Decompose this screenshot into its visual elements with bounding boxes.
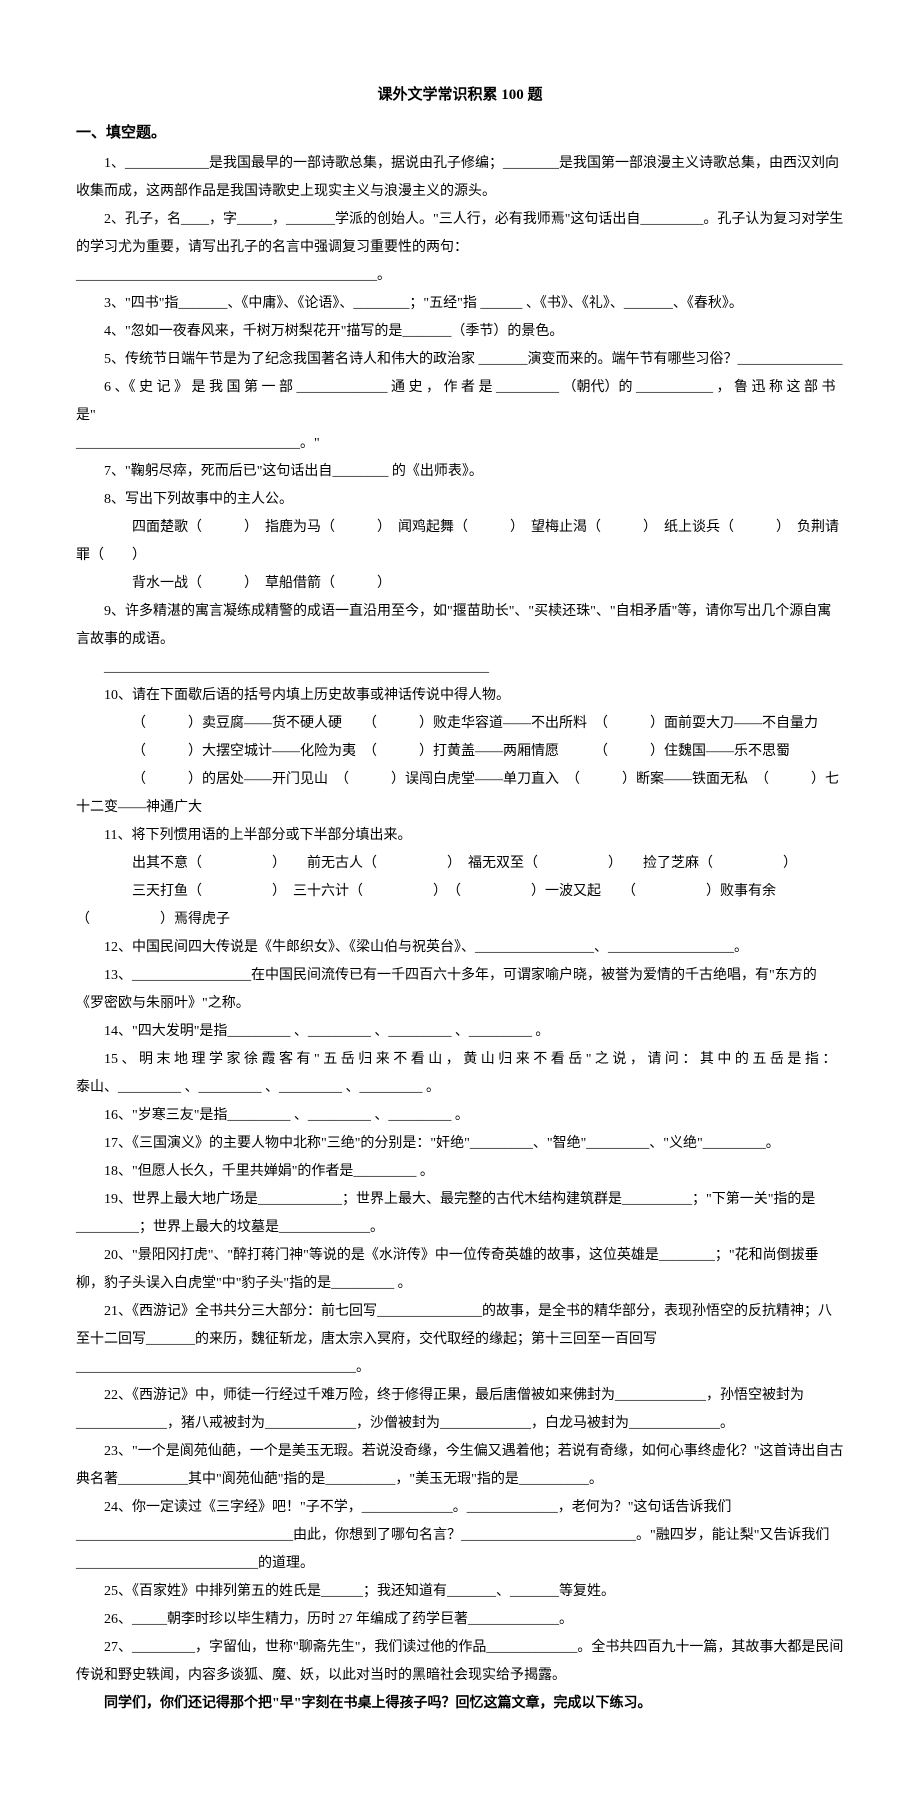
question-10: 10、请在下面歇后语的括号内填上历史故事或神话传说中得人物。 xyxy=(76,682,844,710)
document-title: 课外文学常识积累 100 题 xyxy=(76,80,844,110)
question-17: 17、《三国演义》的主要人物中北称"三绝"的分别是："奸绝"_________、… xyxy=(76,1130,844,1158)
question-6b: ________________________________。" xyxy=(76,430,844,458)
question-25: 25、《百家姓》中排列第五的姓氏是______；我还知道有_______、___… xyxy=(76,1578,844,1606)
question-16: 16、"岁寒三友"是指_________ 、_________ 、_______… xyxy=(76,1102,844,1130)
question-10a: （ ）卖豆腐——货不硬人硬 （ ）败走华容道——不出所料 （ ）面前耍大刀——不… xyxy=(76,710,844,738)
question-1: 1、____________是我国最早的一部诗歌总集，据说由孔子修编；_____… xyxy=(76,150,844,206)
question-15: 15 、 明 末 地 理 学 家 徐 霞 客 有 " 五 岳 归 来 不 看 山… xyxy=(76,1046,844,1102)
question-8a: 四面楚歌（ ） 指鹿为马（ ） 闻鸡起舞（ ） 望梅止渴（ ） 纸上谈兵（ ） … xyxy=(76,514,844,570)
question-11a: 出其不意（ ） 前无古人（ ） 福无双至（ ） 捡了芝麻（ ） xyxy=(76,850,844,878)
section-1-header: 一、填空题。 xyxy=(76,118,844,148)
question-3: 3、"四书"指_______、《中庸》、《论语》、________；"五经"指 … xyxy=(76,290,844,318)
question-5: 5、传统节日端午节是为了纪念我国著名诗人和伟大的政治家 _______演变而来的… xyxy=(76,346,844,374)
question-24: 24、你一定读过《三字经》吧！"子不学，_____________。______… xyxy=(76,1494,844,1578)
question-8: 8、写出下列故事中的主人公。 xyxy=(76,486,844,514)
question-2a: 2、孔子，名____，字_____，_______学派的创始人。"三人行，必有我… xyxy=(76,206,844,262)
question-8b: 背水一战（ ） 草船借箭（ ） xyxy=(76,570,844,598)
question-14: 14、"四大发明"是指_________ 、_________ 、_______… xyxy=(76,1018,844,1046)
question-23: 23、"一个是阆苑仙葩，一个是美玉无瑕。若说没奇缘，今生偏又遇着他；若说有奇缘，… xyxy=(76,1438,844,1494)
question-13: 13、_________________在中国民间流传已有一千四百六十多年，可谓… xyxy=(76,962,844,1018)
question-6a: 6 、《 史 记 》 是 我 国 第 一 部 _____________ 通 史… xyxy=(76,374,844,430)
question-4: 4、"忽如一夜春风来，千树万树梨花开"描写的是_______（季节）的景色。 xyxy=(76,318,844,346)
question-20: 20、"景阳冈打虎"、"醉打蒋门神"等说的是《水浒传》中一位传奇英雄的故事，这位… xyxy=(76,1242,844,1298)
note-bold: 同学们，你们还记得那个把"早"字刻在书桌上得孩子吗？回忆这篇文章，完成以下练习。 xyxy=(76,1690,844,1718)
question-19: 19、世界上最大地广场是____________；世界上最大、最完整的古代木结构… xyxy=(76,1186,844,1242)
question-11b: 三天打鱼（ ） 三十六计（ ） （ ）一波又起 （ ）败事有余 （ ）焉得虎子 xyxy=(76,878,844,934)
question-21: 21、《西游记》全书共分三大部分：前七回写_______________的故事，… xyxy=(76,1298,844,1382)
question-10b: （ ）大摆空城计——化险为夷 （ ）打黄盖——两厢情愿 （ ）住魏国——乐不思蜀 xyxy=(76,738,844,766)
question-11: 11、将下列惯用语的上半部分或下半部分填出来。 xyxy=(76,822,844,850)
question-9b: ________________________________________… xyxy=(76,654,844,682)
question-9a: 9、许多精湛的寓言凝练成精警的成语一直沿用至今，如"揠苗助长"、"买椟还珠"、"… xyxy=(76,598,844,654)
question-27: 27、_________，字留仙，世称"聊斋先生"，我们读过他的作品______… xyxy=(76,1634,844,1690)
question-7: 7、"鞠躬尽瘁，死而后已"这句话出自________ 的《出师表》。 xyxy=(76,458,844,486)
question-22: 22、《西游记》中，师徒一行经过千难万险，终于修得正果，最后唐僧被如来佛封为__… xyxy=(76,1382,844,1438)
question-26: 26、_____朝李时珍以毕生精力，历时 27 年编成了药学巨著________… xyxy=(76,1606,844,1634)
question-2b: ________________________________________… xyxy=(76,262,844,290)
question-10c: （ ）的居处——开门见山 （ ）误闯白虎堂——单刀直入 （ ）断案——铁面无私 … xyxy=(76,766,844,822)
question-12: 12、中国民间四大传说是《牛郎织女》、《梁山伯与祝英台》、___________… xyxy=(76,934,844,962)
question-18: 18、"但愿人长久，千里共婵娟"的作者是_________ 。 xyxy=(76,1158,844,1186)
